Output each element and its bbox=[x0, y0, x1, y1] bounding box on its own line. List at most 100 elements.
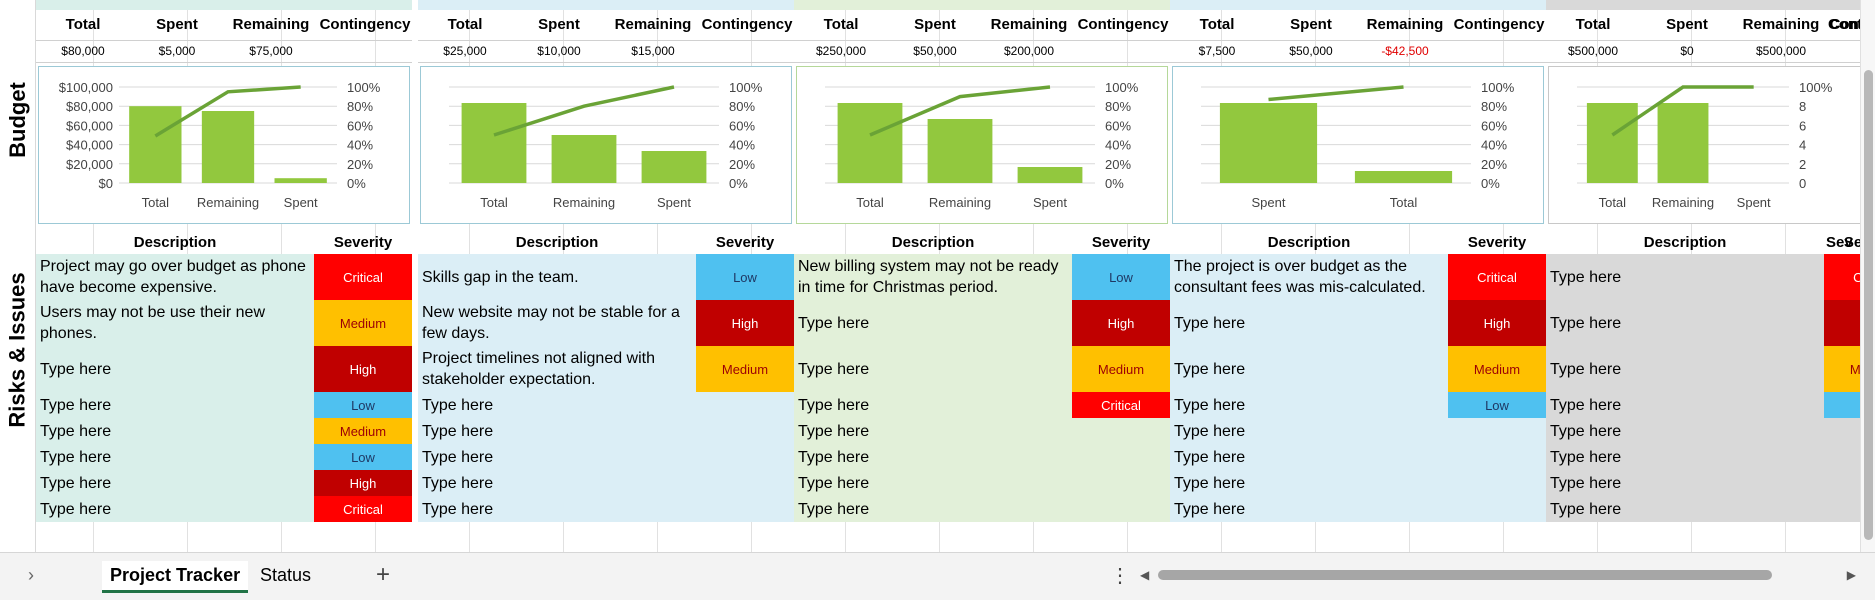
budget-value-total[interactable]: $25,000 bbox=[443, 44, 487, 58]
severity-badge[interactable]: High bbox=[314, 470, 412, 496]
budget-value-spent[interactable]: $10,000 bbox=[537, 44, 581, 58]
scroll-right-icon[interactable]: ▶ bbox=[1846, 568, 1856, 582]
severity-badge[interactable]: Critical bbox=[314, 254, 412, 300]
severity-badge[interactable]: Low bbox=[314, 444, 412, 470]
spreadsheet-grid[interactable]: Total Spent Remaining Contingency $80,000 $5,… bbox=[0, 0, 1860, 552]
severity-badge[interactable]: High bbox=[1448, 300, 1546, 346]
budget-chart[interactable]: 100% 80% 60% 40% 20% 0% Total Remaining Spent bbox=[420, 66, 792, 224]
severity-badge[interactable]: Medium bbox=[1072, 346, 1170, 392]
budget-value-spent[interactable]: $5,000 bbox=[158, 44, 196, 58]
risk-description-cell[interactable]: Type here bbox=[798, 396, 870, 414]
severity-badge[interactable]: Low bbox=[1072, 254, 1170, 300]
risk-description-cell[interactable]: Type here bbox=[40, 500, 112, 518]
risk-description-cell[interactable]: Type here bbox=[40, 474, 112, 492]
risk-description-cell[interactable]: Skills gap in the team. bbox=[422, 268, 579, 286]
budget-chart[interactable]: $100,000 $80,000 $60,000 $40,000 $20,000 $0 10… bbox=[38, 66, 410, 224]
chevron-right-icon[interactable]: › bbox=[28, 565, 34, 585]
severity-badge[interactable]: Medium bbox=[696, 346, 794, 392]
severity-badge[interactable]: Medium bbox=[314, 418, 412, 444]
risk-description-cell[interactable]: Project timelines not aligned with stake… bbox=[422, 350, 656, 388]
risk-description-cell[interactable]: Type here bbox=[1174, 360, 1246, 378]
severity-badge[interactable]: High bbox=[314, 346, 412, 392]
severity-badge[interactable]: Medium bbox=[314, 300, 412, 346]
budget-value-spent[interactable]: $50,000 bbox=[1289, 44, 1333, 58]
risk-description-cell[interactable]: Type here bbox=[1550, 474, 1622, 492]
tab-project-tracker[interactable]: Project Tracker bbox=[102, 561, 249, 593]
risk-description-cell[interactable]: Type here bbox=[798, 500, 870, 518]
severity-badge[interactable]: Medium bbox=[1448, 346, 1546, 392]
vertical-dots-icon[interactable]: ⋮ bbox=[1110, 565, 1130, 587]
budget-chart[interactable]: 100% 80% 60% 40% 20% 0% Spent Total bbox=[1172, 66, 1544, 224]
risk-description-cell[interactable]: Type here bbox=[40, 448, 112, 466]
budget-value-remaining[interactable]: $500,000 bbox=[1755, 44, 1807, 58]
risk-description-cell[interactable]: Type here bbox=[422, 422, 494, 440]
severity-badge[interactable]: Low bbox=[314, 392, 412, 418]
severity-badge[interactable]: High bbox=[696, 300, 794, 346]
risk-description-cell[interactable]: New website may not be stable for a few … bbox=[422, 304, 680, 342]
risk-description-cell[interactable]: Type here bbox=[798, 314, 870, 332]
severity-badge[interactable]: Low bbox=[1824, 392, 1860, 418]
budget-value-total[interactable]: $80,000 bbox=[61, 44, 105, 58]
severity-badge[interactable]: Low bbox=[696, 254, 794, 300]
risk-description-cell[interactable]: Type here bbox=[1550, 396, 1622, 414]
severity-badge[interactable]: Low bbox=[1448, 392, 1546, 418]
budget-value-total[interactable]: $7,500 bbox=[1198, 44, 1236, 58]
budget-header-contingency: Contingency bbox=[701, 16, 793, 33]
budget-value-remaining[interactable]: $200,000 bbox=[1003, 44, 1055, 58]
risk-description-cell[interactable]: Type here bbox=[40, 422, 112, 440]
risk-description-cell[interactable]: Type here bbox=[798, 448, 870, 466]
budget-chart[interactable]: 100% 8 6 4 2 0 Total Remaining Spent bbox=[1548, 66, 1860, 224]
risk-description-cell[interactable]: Type here bbox=[1174, 396, 1246, 414]
risk-description-cell[interactable]: Type here bbox=[1550, 268, 1622, 286]
risk-description-cell[interactable]: Type here bbox=[1174, 314, 1246, 332]
risk-description-cell[interactable]: Type here bbox=[422, 396, 494, 414]
header-divider bbox=[794, 40, 1170, 41]
risk-description-cell[interactable]: Users may not be use their new phones. bbox=[40, 304, 265, 342]
risk-description-cell[interactable]: Type here bbox=[40, 396, 112, 414]
risk-description-cell[interactable]: Type here bbox=[798, 360, 870, 378]
risk-description-cell[interactable]: Type here bbox=[1550, 448, 1622, 466]
risk-description-cell[interactable]: Type here bbox=[798, 422, 870, 440]
risk-description-cell[interactable]: The project is over budget as the consul… bbox=[1174, 258, 1426, 296]
severity-badge[interactable]: Critical bbox=[1448, 254, 1546, 300]
vertical-scrollbar[interactable] bbox=[1860, 0, 1875, 552]
risk-description-cell[interactable]: Type here bbox=[798, 474, 870, 492]
budget-value-total[interactable]: $500,000 bbox=[1567, 44, 1619, 58]
severity-badge[interactable]: Critical bbox=[1824, 254, 1860, 300]
risk-description-cell[interactable]: Type here bbox=[1550, 422, 1622, 440]
risk-description-cell[interactable]: Type here bbox=[1174, 474, 1246, 492]
risk-description-cell[interactable]: Type here bbox=[1174, 448, 1246, 466]
risk-description-cell[interactable]: Type here bbox=[1174, 422, 1246, 440]
risk-description-cell[interactable]: Type here bbox=[422, 474, 494, 492]
risk-description-cell[interactable]: Type here bbox=[1550, 360, 1622, 378]
budget-value-remaining[interactable]: $15,000 bbox=[631, 44, 675, 58]
risk-description-cell[interactable]: Project may go over budget as phone have… bbox=[40, 258, 306, 296]
severity-badge[interactable]: High bbox=[1072, 300, 1170, 346]
horizontal-scroll-thumb[interactable] bbox=[1158, 570, 1772, 580]
vertical-scroll-thumb[interactable] bbox=[1864, 70, 1873, 540]
budget-value-total[interactable]: $250,000 bbox=[815, 44, 867, 58]
risk-description-cell[interactable]: Type here bbox=[40, 360, 112, 378]
risk-description-cell[interactable]: Type here bbox=[1550, 500, 1622, 518]
horizontal-scrollbar[interactable]: ◀ ▶ bbox=[1140, 567, 1860, 583]
risk-description-cell[interactable]: Type here bbox=[1174, 500, 1246, 518]
budget-value-remaining[interactable]: $75,000 bbox=[249, 44, 293, 58]
severity-badge[interactable]: Medium bbox=[1824, 346, 1860, 392]
risk-description-cell[interactable]: Type here bbox=[422, 448, 494, 466]
budget-value-spent[interactable]: $0 bbox=[1680, 44, 1694, 58]
severity-badge[interactable]: High bbox=[1824, 300, 1860, 346]
scroll-left-icon[interactable]: ◀ bbox=[1140, 568, 1150, 582]
severity-badge[interactable]: Critical bbox=[1072, 392, 1170, 418]
plus-icon[interactable]: + bbox=[376, 561, 391, 588]
risk-description-cell[interactable]: Type here bbox=[422, 500, 494, 518]
severity-badge[interactable]: Critical bbox=[314, 496, 412, 522]
budget-value-spent[interactable]: $50,000 bbox=[913, 44, 957, 58]
risks-section-label: Risks & Issues bbox=[5, 272, 30, 428]
risk-description-cell[interactable]: New billing system may not be ready in t… bbox=[798, 258, 1059, 296]
risk-description-cell[interactable]: Type here bbox=[1550, 314, 1622, 332]
tab-status[interactable]: Status bbox=[260, 565, 312, 585]
sheet-tab-bar: › Project Tracker Status + ⋮ ◀ ▶ bbox=[0, 552, 1875, 600]
severity-header: Severity bbox=[715, 234, 775, 251]
budget-chart[interactable]: 100% 80% 60% 40% 20% 0% Total Remaining Spent bbox=[796, 66, 1168, 224]
budget-value-remaining[interactable]: -$42,500 bbox=[1381, 44, 1429, 58]
